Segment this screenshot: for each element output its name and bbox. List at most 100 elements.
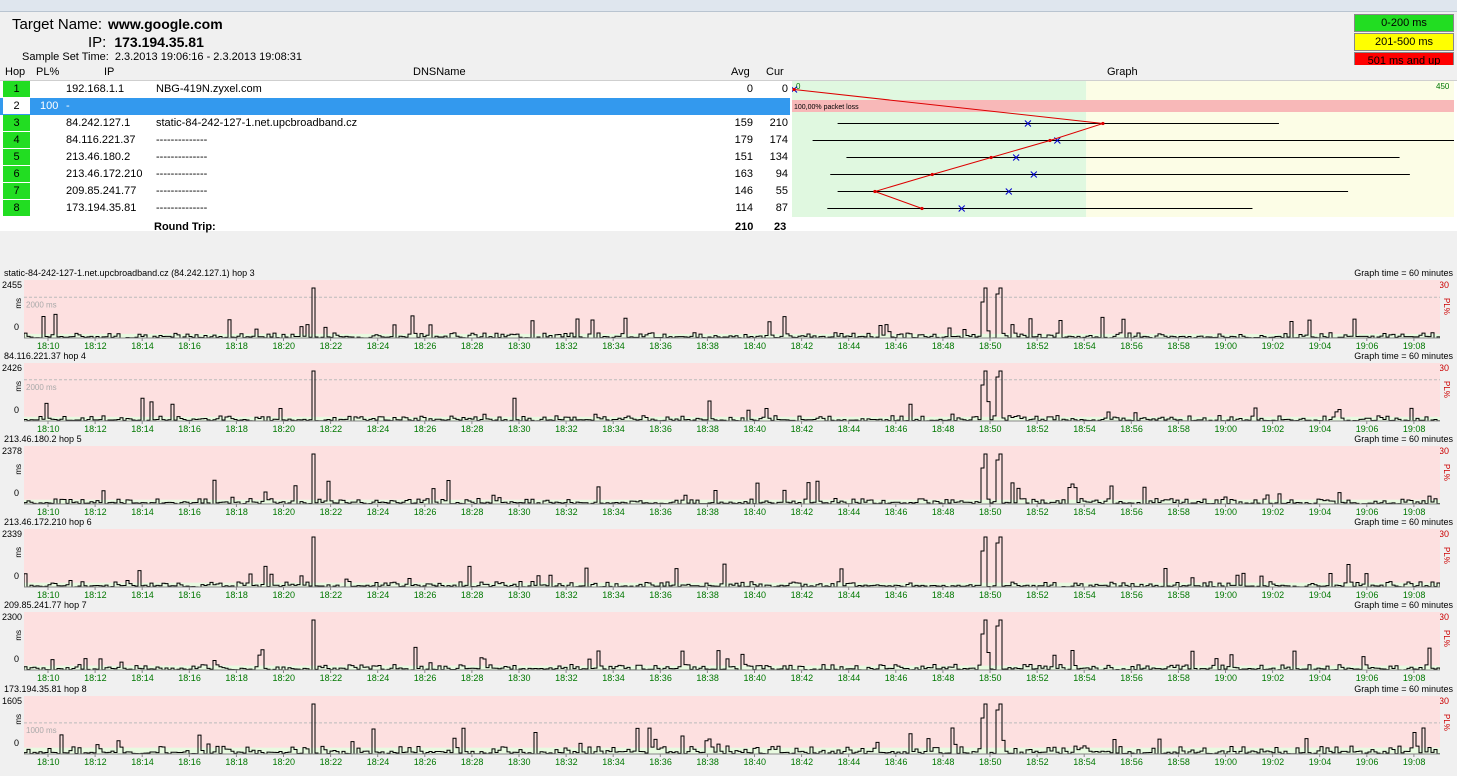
history-chart: 213.46.180.2 hop 5 Graph time = 60 minute… — [0, 434, 1457, 517]
x-tick-label: 18:38 — [696, 590, 719, 599]
y-zero-label: 0 — [14, 322, 20, 332]
x-tick-label: 19:04 — [1309, 673, 1332, 682]
history-plot: 1000 ms 18:10 18:12 18:14 18:16 18:18 18:20 18:… — [24, 696, 1440, 766]
history-plot: 2000 ms 18:10 18:12 18:14 18:16 18:18 18:20 18:… — [24, 280, 1440, 350]
x-tick-label: 18:54 — [1073, 507, 1096, 516]
latency-trace — [24, 619, 1440, 671]
dns-cell: -------------- — [156, 151, 208, 163]
x-tick-label: 18:36 — [649, 424, 672, 433]
x-tick-label: 19:04 — [1309, 507, 1332, 516]
x-tick-label: 18:56 — [1120, 507, 1143, 516]
x-tick-label: 18:32 — [555, 757, 578, 766]
cur-point — [1101, 121, 1105, 126]
cur-cell: 87 — [775, 202, 788, 214]
x-tick-label: 19:00 — [1215, 757, 1238, 766]
x-tick-label: 18:30 — [508, 673, 531, 682]
x-tick-label: 18:38 — [696, 507, 719, 516]
x-tick-label: 18:40 — [744, 507, 767, 516]
col-hop[interactable]: Hop — [5, 66, 26, 78]
pl-cell: 100 — [40, 100, 59, 112]
cur-point — [873, 189, 877, 194]
x-tick-label: 18:10 — [37, 590, 60, 599]
x-tick-label: 18:54 — [1073, 673, 1096, 682]
x-tick-label: 18:42 — [791, 757, 814, 766]
x-tick-label: 18:50 — [979, 507, 1002, 516]
x-tick-label: 18:58 — [1167, 590, 1190, 599]
y-unit-label: ms — [14, 630, 23, 641]
y-unit-label: ms — [14, 547, 23, 558]
table-row[interactable]: 5 213.46.180.2 -------------- 151 134 — [0, 149, 790, 166]
table-row[interactable]: 2 100- — [0, 98, 790, 115]
x-tick-label: 18:16 — [178, 673, 201, 682]
x-tick-label: 18:26 — [414, 507, 437, 516]
x-tick-label: 18:50 — [979, 673, 1002, 682]
round-trip-label: Round Trip: — [154, 221, 216, 233]
table-row[interactable]: 8 173.194.35.81 -------------- 114 87 — [0, 200, 790, 217]
table-row[interactable]: 7 209.85.241.77 -------------- 146 55 — [0, 183, 790, 200]
x-tick-label: 18:34 — [602, 424, 625, 433]
col-dns[interactable]: DNSName — [413, 66, 466, 78]
cur-cell: 0 — [781, 83, 788, 95]
y-max-label: 2300 — [2, 612, 23, 622]
table-row[interactable]: 3 84.242.127.1 static-84-242-127-1.net.upc… — [0, 115, 790, 132]
x-tick-label: 18:54 — [1073, 757, 1096, 766]
col-avg[interactable]: Avg — [731, 66, 750, 78]
ip-cell: 213.46.180.2 — [66, 151, 131, 163]
x-tick-label: 18:44 — [838, 757, 861, 766]
history-chart: 213.46.172.210 hop 6 Graph time = 60 minu… — [0, 517, 1457, 600]
table-row[interactable]: 1 192.168.1.1 NBG-419N.zyxel.com 0 0 — [0, 81, 790, 98]
hop-cell: 4 — [3, 132, 30, 148]
x-tick-label: 18:36 — [649, 757, 672, 766]
x-tick-label: 19:04 — [1309, 757, 1332, 766]
x-tick-label: 18:38 — [696, 757, 719, 766]
avg-marker — [1012, 154, 1020, 161]
target-value: www.google.com — [108, 16, 223, 32]
x-tick-label: 18:44 — [838, 424, 861, 433]
sample-label: Sample Set Time: — [22, 51, 109, 63]
hop-cell: 2 — [3, 98, 30, 114]
x-tick-label: 19:00 — [1215, 341, 1238, 350]
x-tick-label: 18:48 — [932, 424, 955, 433]
chart-title: 84.116.221.37 hop 4 — [4, 351, 86, 361]
x-tick-label: 18:16 — [178, 590, 201, 599]
avg-marker — [958, 205, 966, 212]
x-tick-label: 19:06 — [1356, 757, 1379, 766]
x-tick-label: 18:40 — [744, 590, 767, 599]
x-tick-label: 18:32 — [555, 507, 578, 516]
table-row[interactable]: 4 84.116.221.37 -------------- 179 174 — [0, 132, 790, 149]
col-cur[interactable]: Cur — [766, 66, 784, 78]
pl-axis-label: PL% — [1442, 298, 1451, 315]
x-tick-label: 18:28 — [461, 424, 484, 433]
x-tick-label: 18:22 — [320, 757, 343, 766]
cur-point — [930, 172, 934, 177]
x-tick-label: 18:20 — [273, 341, 296, 350]
x-tick-label: 18:14 — [131, 507, 154, 516]
x-tick-label: 18:46 — [885, 757, 908, 766]
col-ip[interactable]: IP — [104, 66, 115, 78]
hop-cell: 7 — [3, 183, 30, 199]
x-tick-label: 18:58 — [1167, 341, 1190, 350]
col-pl[interactable]: PL% — [36, 66, 60, 78]
ip-cell: 173.194.35.81 — [66, 202, 137, 214]
x-tick-label: 19:04 — [1309, 590, 1332, 599]
table-row[interactable]: 6 213.46.172.210 -------------- 163 94 — [0, 166, 790, 183]
history-plot: 18:10 18:12 18:14 18:16 18:18 18:20 18:22 18:24… — [24, 529, 1440, 599]
legend-yellow: 201-500 ms — [1354, 33, 1454, 51]
hop-cell: 6 — [3, 166, 30, 182]
x-tick-label: 18:48 — [932, 590, 955, 599]
dns-cell: static-84-242-127-1.net.upcbroadband.cz — [156, 117, 358, 129]
history-chart: 173.194.35.81 hop 8 Graph time = 60 minut… — [0, 684, 1457, 767]
x-tick-label: 18:14 — [131, 590, 154, 599]
x-tick-label: 18:18 — [225, 341, 248, 350]
col-graph[interactable]: Graph — [1107, 66, 1138, 78]
plot-red-zone — [24, 529, 1440, 583]
x-tick-label: 18:36 — [649, 341, 672, 350]
x-tick-label: 18:46 — [885, 673, 908, 682]
pl-max-label: 30 — [1438, 696, 1449, 706]
x-tick-label: 19:08 — [1403, 673, 1426, 682]
x-tick-label: 18:44 — [838, 673, 861, 682]
x-tick-label: 18:54 — [1073, 341, 1096, 350]
y-max-label: 2378 — [2, 446, 23, 456]
x-tick-label: 18:48 — [932, 673, 955, 682]
x-tick-label: 18:26 — [414, 424, 437, 433]
